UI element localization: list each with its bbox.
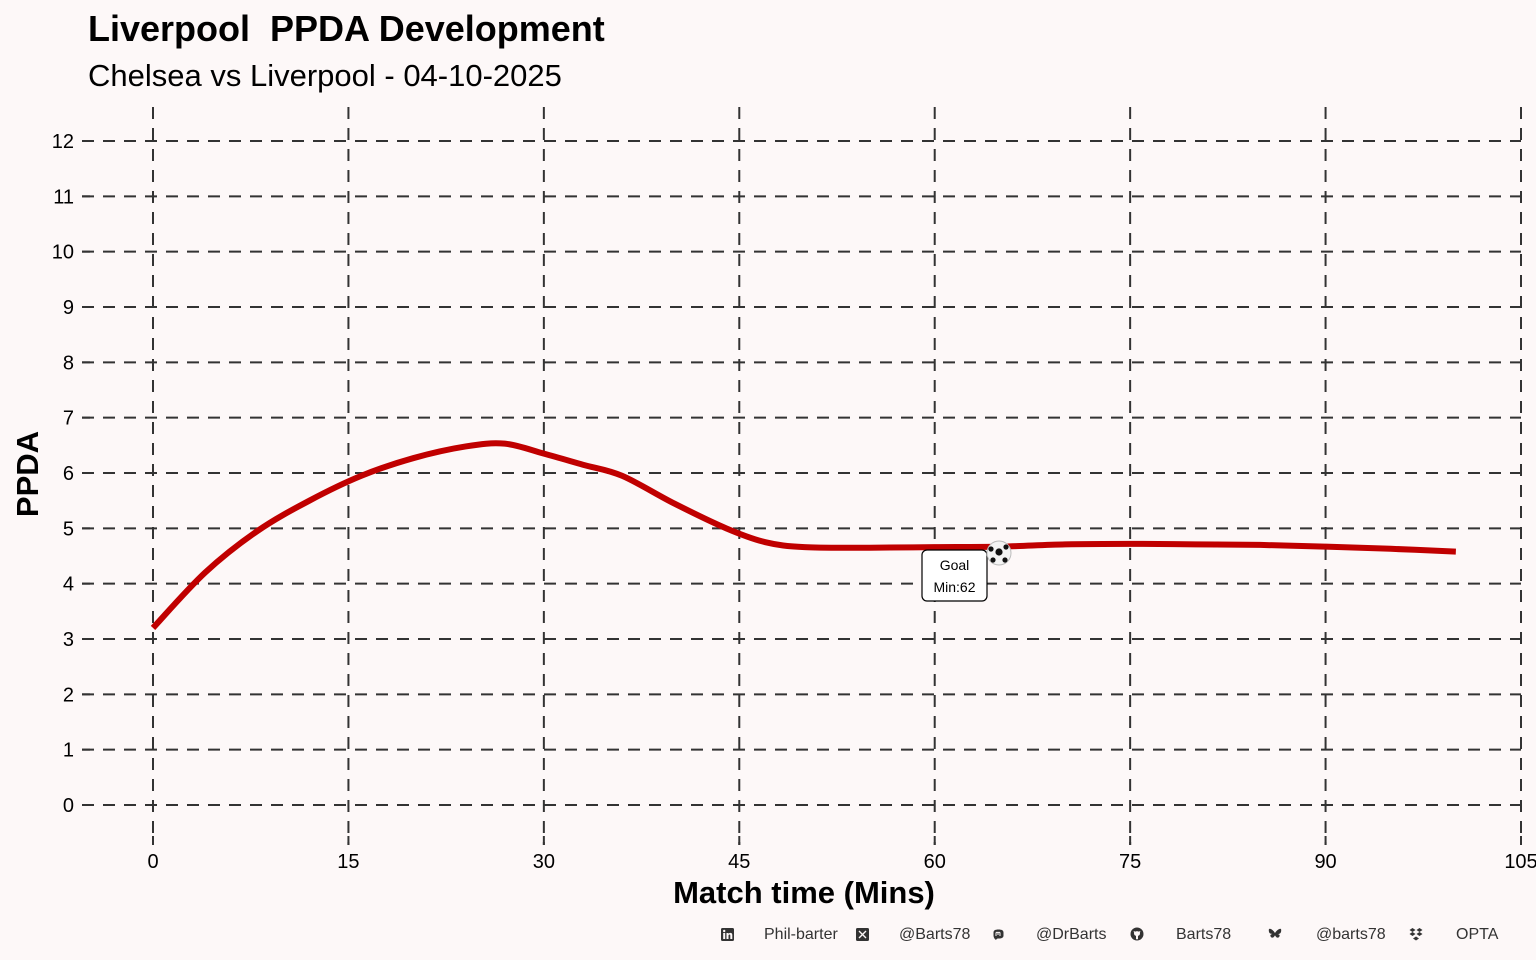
footer-linkedin-text: Phil-barter [764,926,838,943]
linkedin-icon [720,927,734,941]
soccer-ball-icon [986,540,1012,566]
y-tick-label: 12 [52,131,74,153]
dropbox-icon [1409,927,1423,941]
grid-lines [82,107,1522,845]
y-tick-label: 2 [63,684,74,706]
y-tick-label: 3 [63,629,74,651]
y-tick-label: 6 [63,463,74,485]
x-tick-label: 105 [1504,851,1536,873]
footer-x-text: @Barts78 [899,926,971,943]
github-icon [1130,927,1144,941]
x-tick-label: 45 [728,851,750,873]
x-twitter-icon [855,927,869,941]
y-tick-label: 4 [63,574,74,596]
footer-github-text: Barts78 [1176,926,1232,943]
y-tick-label: 9 [63,297,74,319]
footer-source-text: OPTA [1456,926,1499,943]
goal-annotation: Goal Min:62 [921,540,1012,602]
goal-label-line2: Min:62 [933,579,975,595]
chart-title: Liverpool PPDA Development [88,8,605,49]
goal-label-box [921,549,988,602]
series-line-liverpool-ppda [150,440,1456,630]
y-tick-label: 1 [63,740,74,762]
chart-subtitle: Chelsea vs Liverpool - 04-10-2025 [88,58,562,93]
goal-label-line1: Goal [940,557,970,573]
x-tick-label: 60 [924,851,946,873]
x-axis-ticks: 0 15 30 45 60 75 90 105 [147,836,1536,873]
y-tick-label: 7 [63,408,74,430]
footer-credits: Phil-barter @Barts78 @DrBarts Barts78 @b… [0,925,1536,947]
y-tick-label: 11 [53,186,74,208]
y-axis-label: PPDA [10,431,45,517]
bluesky-icon [1268,927,1282,941]
y-tick-label: 8 [63,352,74,374]
y-tick-label: 0 [63,795,74,817]
y-tick-label: 10 [52,242,74,264]
y-tick-label: 5 [63,518,74,540]
x-tick-label: 75 [1119,851,1141,873]
mastodon-icon [991,927,1005,941]
footer-mastodon-text: @DrBarts [1036,926,1107,943]
footer-bluesky-text: @barts78 [1316,926,1386,943]
x-axis-label: Match time (Mins) [673,875,935,910]
x-tick-label: 90 [1314,851,1336,873]
x-tick-label: 30 [533,851,555,873]
x-tick-label: 0 [147,851,158,873]
x-tick-label: 15 [337,851,359,873]
